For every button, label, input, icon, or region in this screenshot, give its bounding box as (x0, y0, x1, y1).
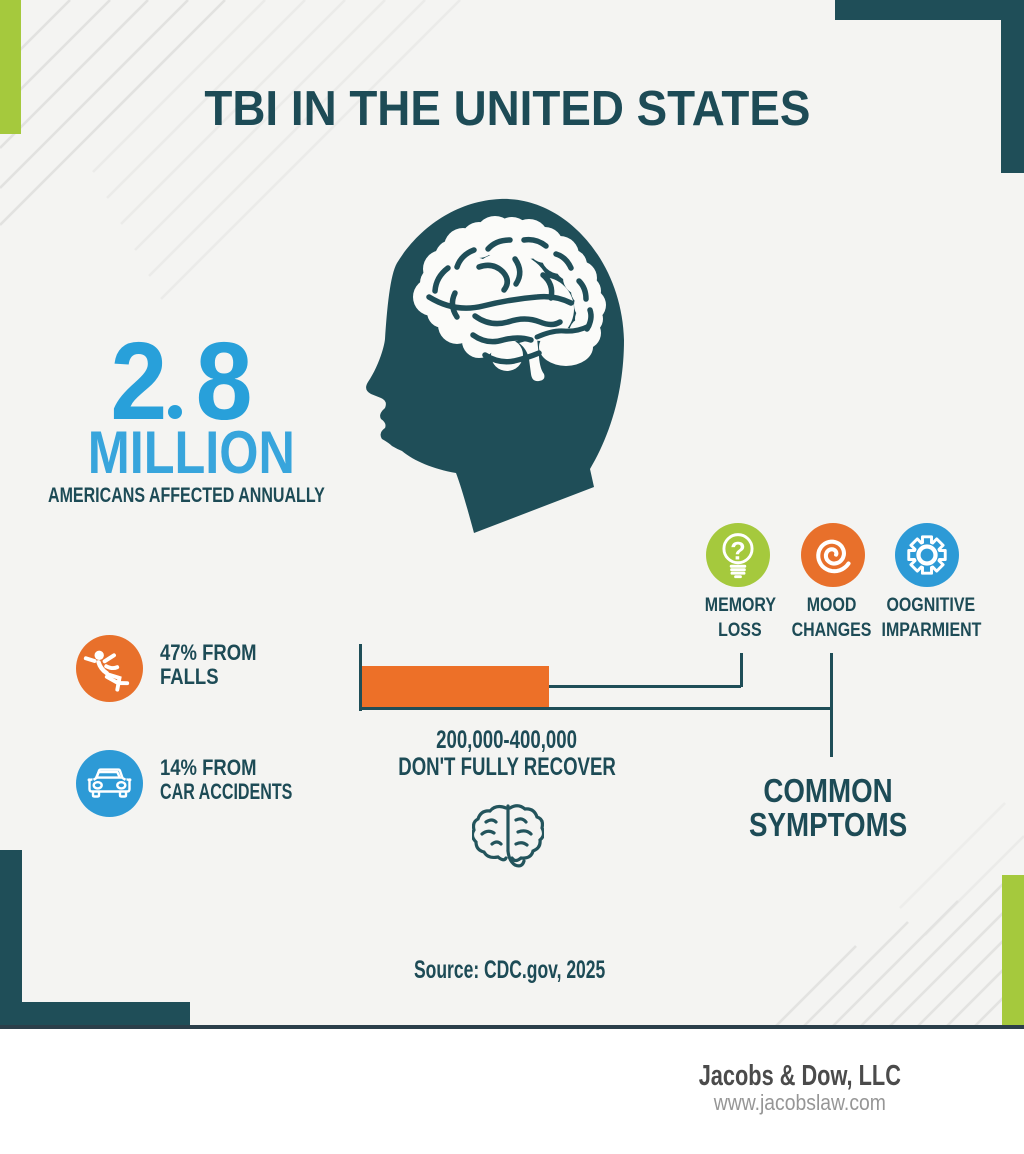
svg-text:?: ? (730, 537, 745, 565)
